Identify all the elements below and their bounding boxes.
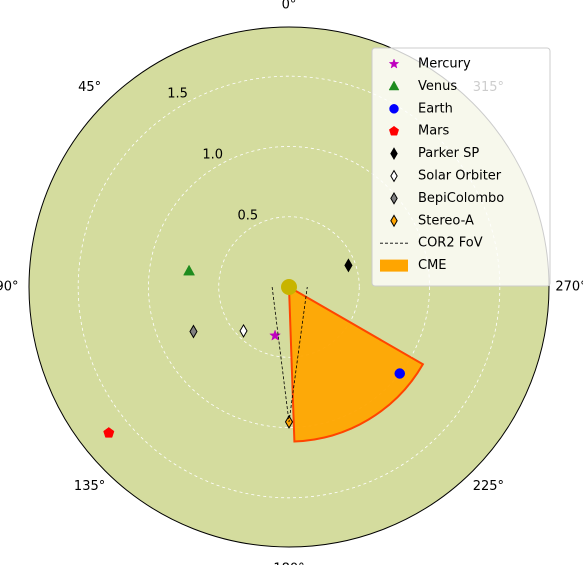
theta-tick-label: 90° bbox=[0, 280, 19, 295]
theta-tick-label: 45° bbox=[78, 80, 101, 95]
theta-tick-label: 270° bbox=[555, 280, 583, 295]
legend-patch bbox=[380, 259, 408, 272]
body-marker bbox=[189, 324, 198, 339]
cme-wedge bbox=[287, 285, 425, 443]
r-tick-label: 1.5 bbox=[167, 87, 188, 102]
legend-label: Mercury bbox=[418, 57, 471, 72]
legend-marker bbox=[390, 214, 398, 228]
legend-label: Earth bbox=[418, 101, 453, 116]
legend-label: CME bbox=[418, 258, 447, 273]
theta-tick-label: 135° bbox=[74, 479, 105, 494]
body-marker bbox=[394, 368, 405, 379]
sun bbox=[281, 279, 297, 295]
legend-marker bbox=[389, 104, 399, 114]
legend-marker bbox=[390, 169, 398, 183]
grid-circle bbox=[218, 216, 360, 358]
body-marker bbox=[103, 427, 115, 438]
body-marker bbox=[183, 264, 195, 276]
legend-label: Solar Orbiter bbox=[418, 169, 502, 184]
legend-marker bbox=[390, 147, 398, 160]
legend-marker bbox=[388, 125, 400, 136]
legend-marker bbox=[388, 58, 400, 69]
legend-label: Venus bbox=[418, 79, 457, 94]
legend-marker bbox=[390, 192, 398, 205]
legend-label: COR2 FoV bbox=[418, 236, 483, 251]
body-marker bbox=[269, 329, 281, 341]
legend-marker bbox=[388, 80, 400, 91]
grid-circle bbox=[77, 75, 501, 499]
legend-label: Mars bbox=[418, 124, 450, 139]
grid-circle bbox=[148, 146, 430, 428]
theta-tick-label: 0° bbox=[282, 0, 297, 13]
legend-label: Parker SP bbox=[418, 146, 479, 161]
legend-label: Stereo-A bbox=[418, 213, 474, 228]
theta-tick-label: 180° bbox=[273, 562, 304, 566]
legend-label: BepiColombo bbox=[418, 191, 504, 206]
body-marker bbox=[239, 323, 248, 338]
body-marker bbox=[344, 258, 353, 273]
r-tick-label: 1.0 bbox=[202, 147, 223, 162]
fov-line bbox=[271, 286, 308, 422]
theta-tick-label: 225° bbox=[473, 479, 504, 494]
r-tick-label: 0.5 bbox=[238, 208, 259, 223]
legend-box bbox=[371, 47, 551, 287]
